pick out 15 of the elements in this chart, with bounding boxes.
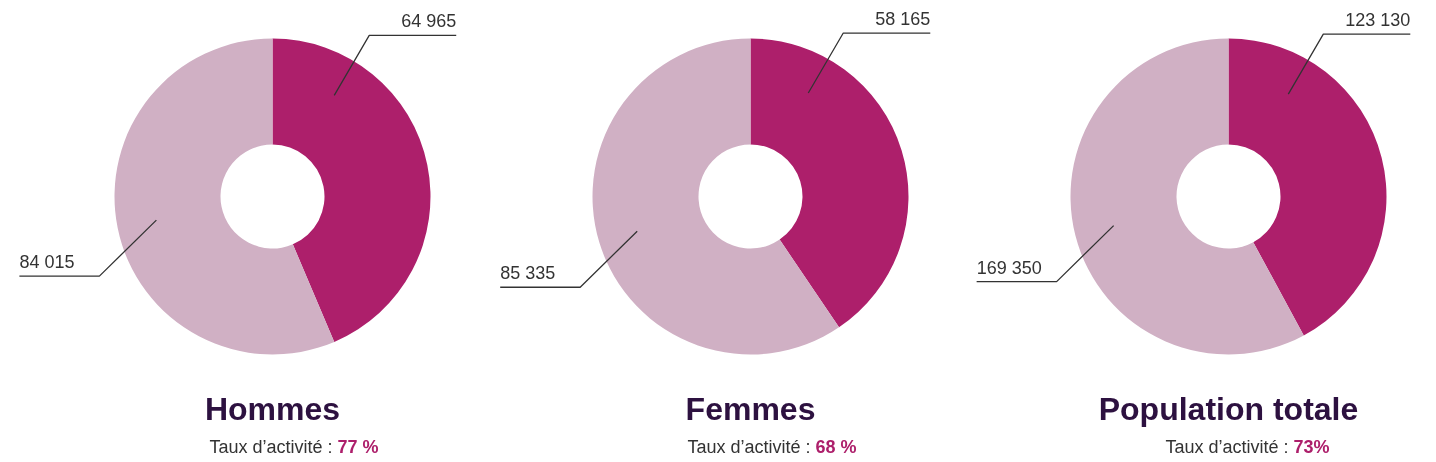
data-label: 123 130: [1345, 10, 1411, 31]
text: Taux d’activité :: [687, 436, 811, 457]
text: Population totale: [1098, 390, 1359, 427]
data-label: 64 965: [401, 11, 457, 32]
data-label: 85 335: [500, 263, 556, 284]
text: 73%: [1293, 436, 1330, 457]
text: Taux d’activité :: [209, 436, 333, 457]
data-label: 84 015: [19, 252, 75, 273]
text: Taux d’activité :: [1165, 436, 1289, 457]
text: 68 %: [815, 436, 857, 457]
text: Femmes: [685, 390, 816, 427]
data-label: 58 165: [875, 9, 931, 30]
data-label: 169 350: [976, 257, 1042, 278]
text: 77 %: [337, 436, 379, 457]
text: Hommes: [204, 390, 341, 427]
